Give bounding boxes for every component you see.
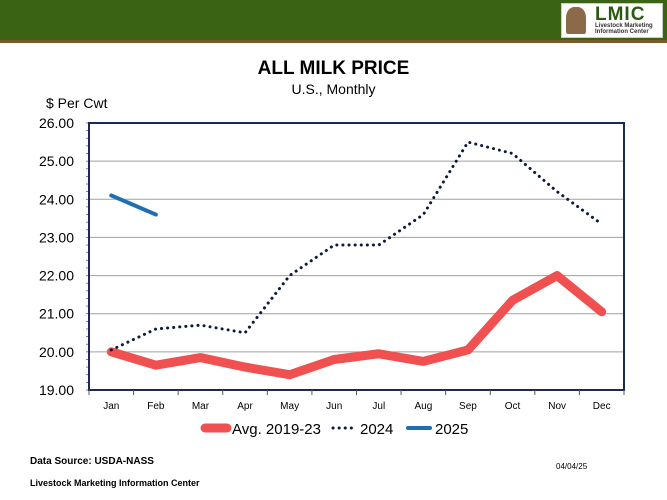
header-bar bbox=[0, 0, 667, 43]
series-line-avg-2019-23 bbox=[106, 271, 607, 380]
x-tick-label: Aug bbox=[414, 401, 432, 412]
y-axis-label: $ Per Cwt bbox=[46, 95, 108, 111]
logo-name: LMIC bbox=[595, 4, 646, 25]
footer-org: Livestock Marketing Information Center bbox=[30, 478, 200, 488]
logo-subtitle: Livestock Marketing Information Center bbox=[595, 23, 653, 35]
x-tick-label: Jan bbox=[103, 401, 119, 412]
y-tick-label: 22.00 bbox=[39, 268, 74, 284]
y-tick-label: 20.00 bbox=[39, 344, 74, 360]
y-tick-label: 26.00 bbox=[39, 115, 74, 131]
y-tick-label: 21.00 bbox=[39, 306, 74, 322]
legend-label: 2025 bbox=[435, 421, 468, 438]
x-tick-label: Oct bbox=[505, 401, 521, 412]
x-tick-label: Mar bbox=[192, 401, 210, 412]
series-line-2025 bbox=[109, 193, 158, 217]
chart-title: ALL MILK PRICE bbox=[257, 58, 410, 79]
x-tick-label: Apr bbox=[237, 401, 253, 412]
x-tick-label: Nov bbox=[548, 401, 566, 412]
x-tick-label: May bbox=[280, 401, 299, 412]
plot-area bbox=[88, 122, 625, 391]
cowboy-logo-icon bbox=[566, 7, 586, 34]
legend-label: Avg. 2019-23 bbox=[232, 421, 321, 438]
data-source: Data Source: USDA-NASS bbox=[30, 456, 154, 467]
chart-subtitle: U.S., Monthly bbox=[291, 81, 376, 97]
x-tick-label: Feb bbox=[147, 401, 165, 412]
y-tick-label: 25.00 bbox=[39, 153, 74, 169]
x-tick-label: Jun bbox=[326, 401, 342, 412]
lmic-logo: LMIC Livestock Marketing Information Cent… bbox=[561, 3, 663, 38]
y-tick-label: 19.00 bbox=[39, 382, 74, 398]
x-tick-label: Jul bbox=[372, 401, 385, 412]
series-line-2024 bbox=[109, 140, 604, 352]
y-tick-label: 23.00 bbox=[39, 229, 74, 245]
x-tick-label: Sep bbox=[459, 401, 477, 412]
y-tick-label: 24.00 bbox=[39, 191, 74, 207]
legend-label: 2024 bbox=[360, 421, 393, 438]
x-tick-label: Dec bbox=[593, 401, 611, 412]
report-date: 04/04/25 bbox=[556, 462, 588, 471]
